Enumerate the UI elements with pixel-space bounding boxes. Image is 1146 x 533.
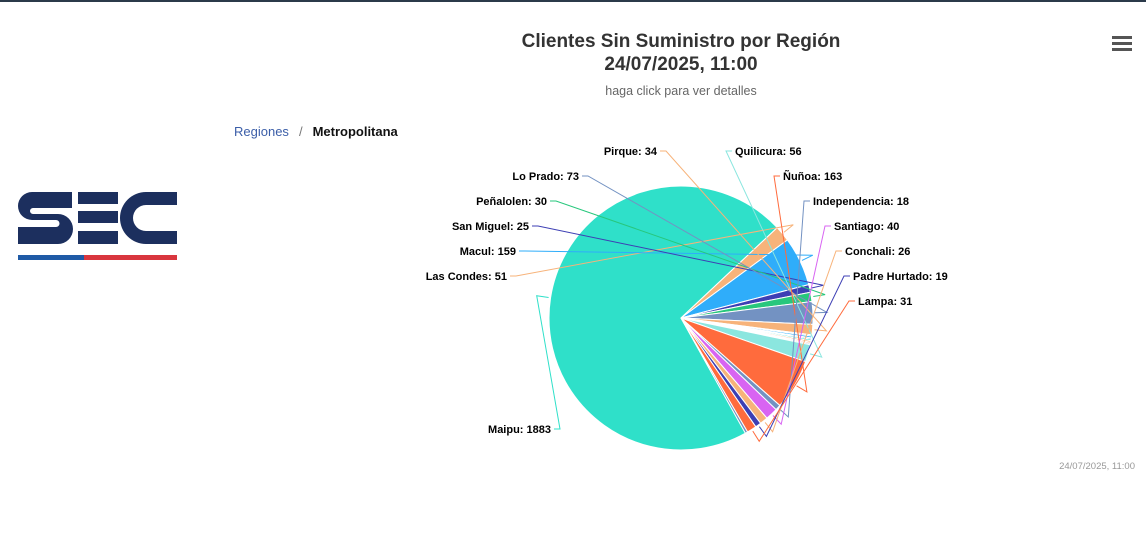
data-label-penalolen: Peñalolen: 30 (476, 196, 547, 208)
chart-title-line-2: 24/07/2025, 11:00 (604, 54, 758, 75)
data-label-santiago: Santiago: 40 (834, 221, 899, 233)
data-label-macul: Macul: 159 (460, 246, 516, 258)
hamburger-icon (1112, 36, 1132, 39)
chart-title-line-1: Clientes Sin Suministro por Región (521, 31, 841, 52)
chart-title: Clientes Sin Suministro por Región 24/07… (0, 30, 1146, 76)
breadcrumb-regiones-link[interactable]: Regiones (234, 124, 289, 139)
data-label-maipu: Maipu: 1883 (488, 424, 551, 436)
top-border (0, 0, 1146, 2)
chart-menu-button[interactable] (1112, 36, 1132, 54)
chart-subtitle: haga click para ver detalles (605, 84, 757, 98)
breadcrumb-separator: / (298, 124, 303, 139)
connector-padre-hurtado (758, 275, 850, 438)
connector-quilicura (725, 150, 823, 358)
data-label-nunoa: Ñuñoa: 163 (783, 170, 842, 183)
connector-lampa (752, 300, 855, 443)
breadcrumb: Regiones / Metropolitana (234, 124, 398, 139)
connector-maipu (536, 295, 561, 430)
connector-lo-prado (582, 175, 829, 314)
data-label-padre-hurtado: Padre Hurtado: 19 (853, 271, 948, 283)
connector-pirque (660, 150, 828, 332)
data-label-lo-prado: Lo Prado: 73 (512, 171, 579, 183)
data-label-quilicura: Quilicura: 56 (735, 146, 802, 158)
pie-slice-21[interactable] (680, 317, 749, 434)
chart-credits: 24/07/2025, 11:00 (1059, 461, 1135, 472)
connector-san-miguel (532, 225, 824, 289)
data-label-san-miguel: San Miguel: 25 (452, 221, 529, 233)
data-label-conchali: Conchali: 26 (845, 246, 910, 258)
connector-nunoa (773, 175, 808, 393)
data-label-independencia: Independencia: 18 (813, 196, 909, 208)
data-label-las-condes: Las Condes: 51 (426, 271, 507, 283)
data-label-pirque: Pirque: 34 (604, 146, 658, 158)
connector-penalolen (550, 200, 826, 297)
breadcrumb-current: Metropolitana (312, 124, 398, 139)
data-label-lampa: Lampa: 31 (858, 296, 912, 308)
sec-logo (18, 192, 177, 260)
